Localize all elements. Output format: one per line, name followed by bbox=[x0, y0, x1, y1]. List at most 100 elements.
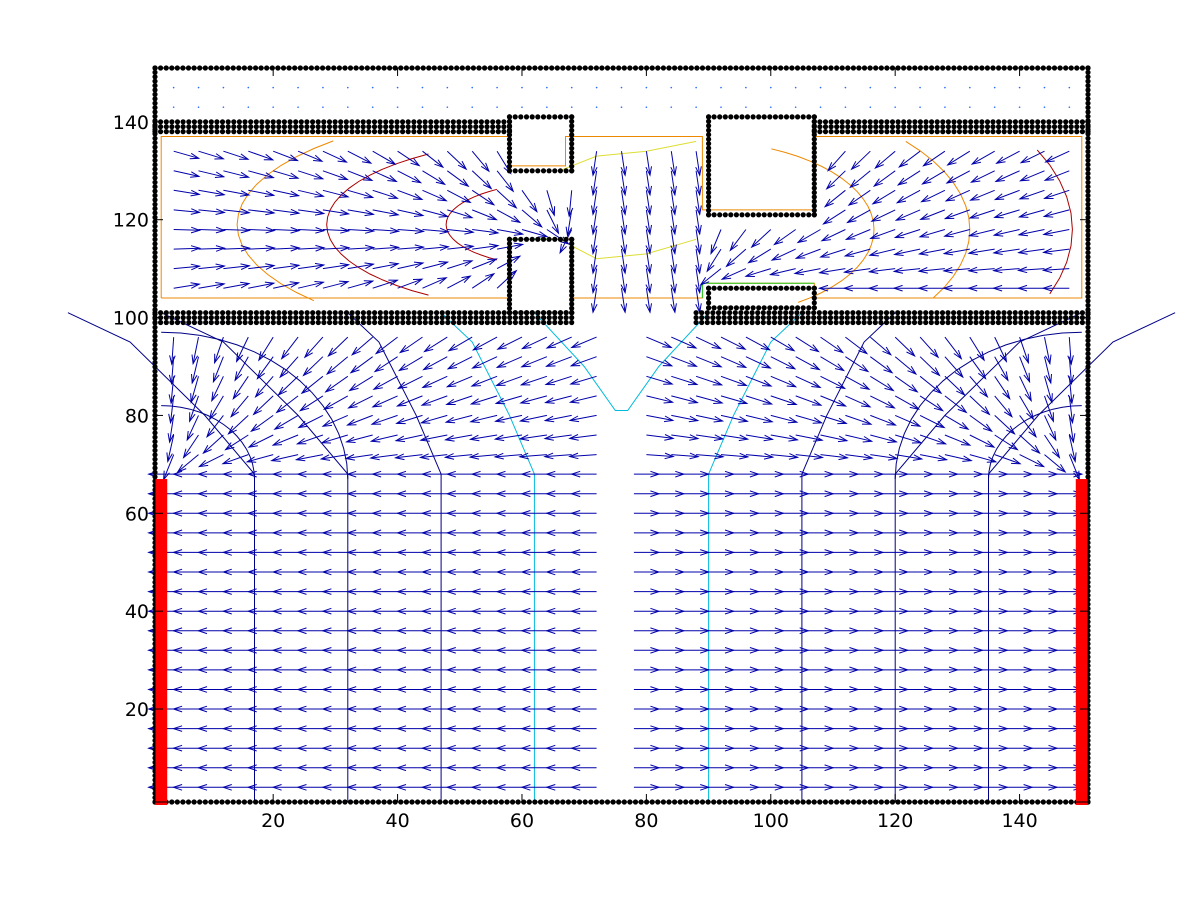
quiver-arrow bbox=[418, 453, 448, 460]
x-tick-label: 80 bbox=[634, 810, 658, 832]
wall-marker bbox=[811, 141, 817, 147]
quiver-arrow bbox=[496, 209, 522, 224]
wall-marker bbox=[827, 315, 834, 321]
quiver-arrow bbox=[770, 453, 800, 460]
quiver-arrow bbox=[1044, 376, 1053, 404]
wall-marker bbox=[827, 319, 834, 326]
quiver-arrow bbox=[793, 268, 821, 276]
wall-marker bbox=[169, 124, 175, 130]
quiver-arrow bbox=[817, 284, 846, 292]
wall-marker bbox=[979, 315, 985, 321]
quiver-arrow bbox=[171, 666, 199, 674]
wall-marker bbox=[706, 290, 712, 296]
free-space-dot bbox=[546, 106, 548, 108]
quiver-arrow bbox=[819, 248, 846, 258]
quiver-arrow bbox=[173, 189, 201, 197]
quiver-arrow bbox=[248, 281, 276, 289]
wall-marker bbox=[439, 310, 445, 316]
quiver-arrow bbox=[182, 434, 199, 459]
quiver-arrow bbox=[494, 414, 523, 423]
contour-lines bbox=[67, 136, 1176, 802]
wall-marker bbox=[388, 119, 394, 125]
quiver-arrow bbox=[167, 415, 175, 444]
quiver-arrow bbox=[171, 607, 199, 615]
quiver-arrow bbox=[896, 170, 921, 186]
quiver-arrow bbox=[695, 356, 723, 368]
wall-marker bbox=[1063, 310, 1069, 316]
quiver-arrow bbox=[569, 510, 597, 517]
wall-marker bbox=[1007, 310, 1013, 316]
quiver-arrow bbox=[994, 336, 1008, 363]
wall-marker bbox=[383, 319, 389, 326]
wall-marker bbox=[856, 129, 862, 135]
wall-marker bbox=[506, 127, 513, 133]
wall-marker bbox=[817, 119, 823, 125]
quiver-arrow bbox=[495, 744, 522, 752]
quiver-arrow bbox=[795, 414, 824, 424]
wall-marker bbox=[1063, 124, 1069, 130]
quiver-arrow bbox=[271, 470, 299, 478]
wall-marker bbox=[1046, 119, 1052, 125]
wall-marker bbox=[778, 114, 784, 120]
wall-marker bbox=[1035, 310, 1041, 316]
quiver-arrow bbox=[992, 248, 1020, 255]
wall-marker bbox=[956, 319, 962, 326]
quiver-arrow bbox=[171, 529, 199, 537]
wall-marker bbox=[1007, 315, 1013, 321]
wall-marker bbox=[811, 149, 817, 156]
wall-marker bbox=[180, 119, 186, 125]
wall-marker bbox=[552, 236, 558, 242]
quiver-arrow bbox=[397, 227, 426, 235]
wall-marker bbox=[174, 124, 181, 130]
quiver-arrow bbox=[845, 356, 870, 373]
wall-marker bbox=[883, 319, 890, 326]
wall-marker bbox=[506, 297, 513, 303]
wall-marker bbox=[945, 129, 952, 135]
free-space-dot bbox=[720, 106, 722, 108]
quiver-arrow bbox=[969, 375, 989, 399]
quiver-arrow bbox=[171, 490, 199, 498]
quiver-arrow bbox=[822, 209, 846, 225]
quiver-arrow bbox=[327, 336, 349, 358]
quiver-arrow bbox=[246, 686, 274, 693]
wall-marker bbox=[557, 319, 564, 326]
quiver-arrow bbox=[171, 744, 199, 752]
wall-marker bbox=[732, 315, 738, 321]
wall-marker bbox=[1063, 129, 1069, 135]
wall-marker bbox=[984, 129, 991, 135]
quiver-arrow bbox=[298, 262, 326, 270]
wall-marker bbox=[473, 124, 479, 130]
quiver-arrow bbox=[346, 784, 373, 791]
quiver-arrow bbox=[770, 375, 798, 388]
wall-marker bbox=[756, 212, 762, 218]
wall-marker bbox=[422, 129, 428, 135]
quiver-arrow bbox=[1018, 189, 1045, 200]
wall-marker bbox=[833, 310, 839, 316]
quiver-arrow bbox=[795, 375, 822, 389]
wall-marker bbox=[203, 315, 209, 321]
quiver-arrow bbox=[273, 226, 301, 234]
wall-marker bbox=[439, 129, 445, 135]
wall-marker bbox=[816, 310, 822, 316]
wall-marker bbox=[186, 315, 192, 321]
wall-marker bbox=[434, 315, 440, 321]
wall-marker bbox=[788, 319, 794, 326]
wall-marker bbox=[772, 285, 779, 291]
quiver-arrow bbox=[920, 454, 949, 462]
quiver-arrow bbox=[671, 434, 700, 441]
free-space-dot bbox=[446, 86, 449, 89]
wall-marker bbox=[1007, 319, 1013, 326]
wall-marker bbox=[739, 285, 745, 291]
wall-marker bbox=[225, 129, 231, 135]
quiver-arrow bbox=[1019, 356, 1031, 384]
wall-marker bbox=[704, 315, 710, 321]
wall-marker bbox=[214, 310, 220, 316]
quiver-arrow bbox=[520, 588, 547, 595]
wall-marker bbox=[1024, 124, 1030, 130]
quiver-arrow bbox=[196, 784, 224, 791]
quiver-arrow bbox=[445, 375, 473, 388]
wall-marker bbox=[349, 310, 355, 316]
wall-marker bbox=[569, 168, 575, 174]
free-space-dot bbox=[595, 106, 598, 108]
wall-marker bbox=[1029, 315, 1035, 321]
